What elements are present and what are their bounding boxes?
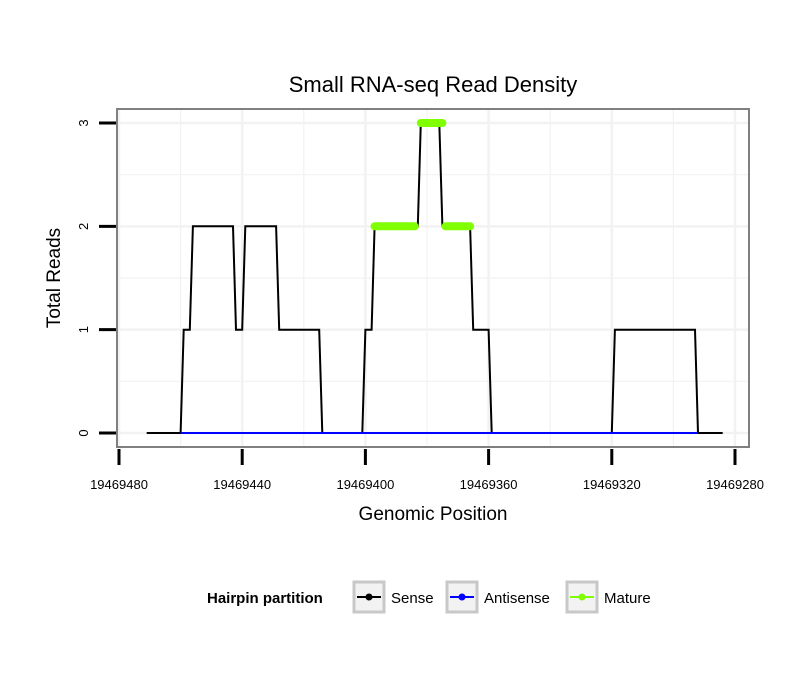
axes: 19469480 19469440 19469400 19469360 19469320… [76,119,764,492]
x-tick-label: 19469480 [90,477,148,492]
legend-label: Antisense [484,590,550,607]
x-tick-label: 19469280 [706,477,764,492]
legend-title: Hairpin partition [207,590,323,607]
x-tick-label: 19469360 [460,477,518,492]
y-tick-label: 2 [76,223,91,230]
legend-item-mature: Mature [565,580,651,614]
x-axis-title: Genomic Position [359,504,508,525]
legend-key-dot [458,593,466,601]
legend-key-dot [578,593,586,601]
y-tick-label: 0 [76,429,91,436]
legend-label: Sense [391,590,434,607]
x-tick-label: 19469400 [336,477,394,492]
y-tick-label: 1 [76,326,91,333]
x-tick-label: 19469320 [583,477,641,492]
plot-panel-border [116,108,750,448]
chart-title: Small RNA-seq Read Density [289,72,578,97]
y-tick-label: 3 [76,119,91,126]
legend-key-dot [365,593,373,601]
legend: Hairpin partition Sense Antisense Mature [207,580,651,614]
legend-item-sense: Sense [352,580,434,614]
legend-label: Mature [604,590,651,607]
series-lines [146,119,723,434]
y-axis-title: Total Reads [44,228,65,328]
x-tick-label: 19469440 [213,477,271,492]
grid [117,109,749,447]
legend-item-antisense: Antisense [445,580,550,614]
